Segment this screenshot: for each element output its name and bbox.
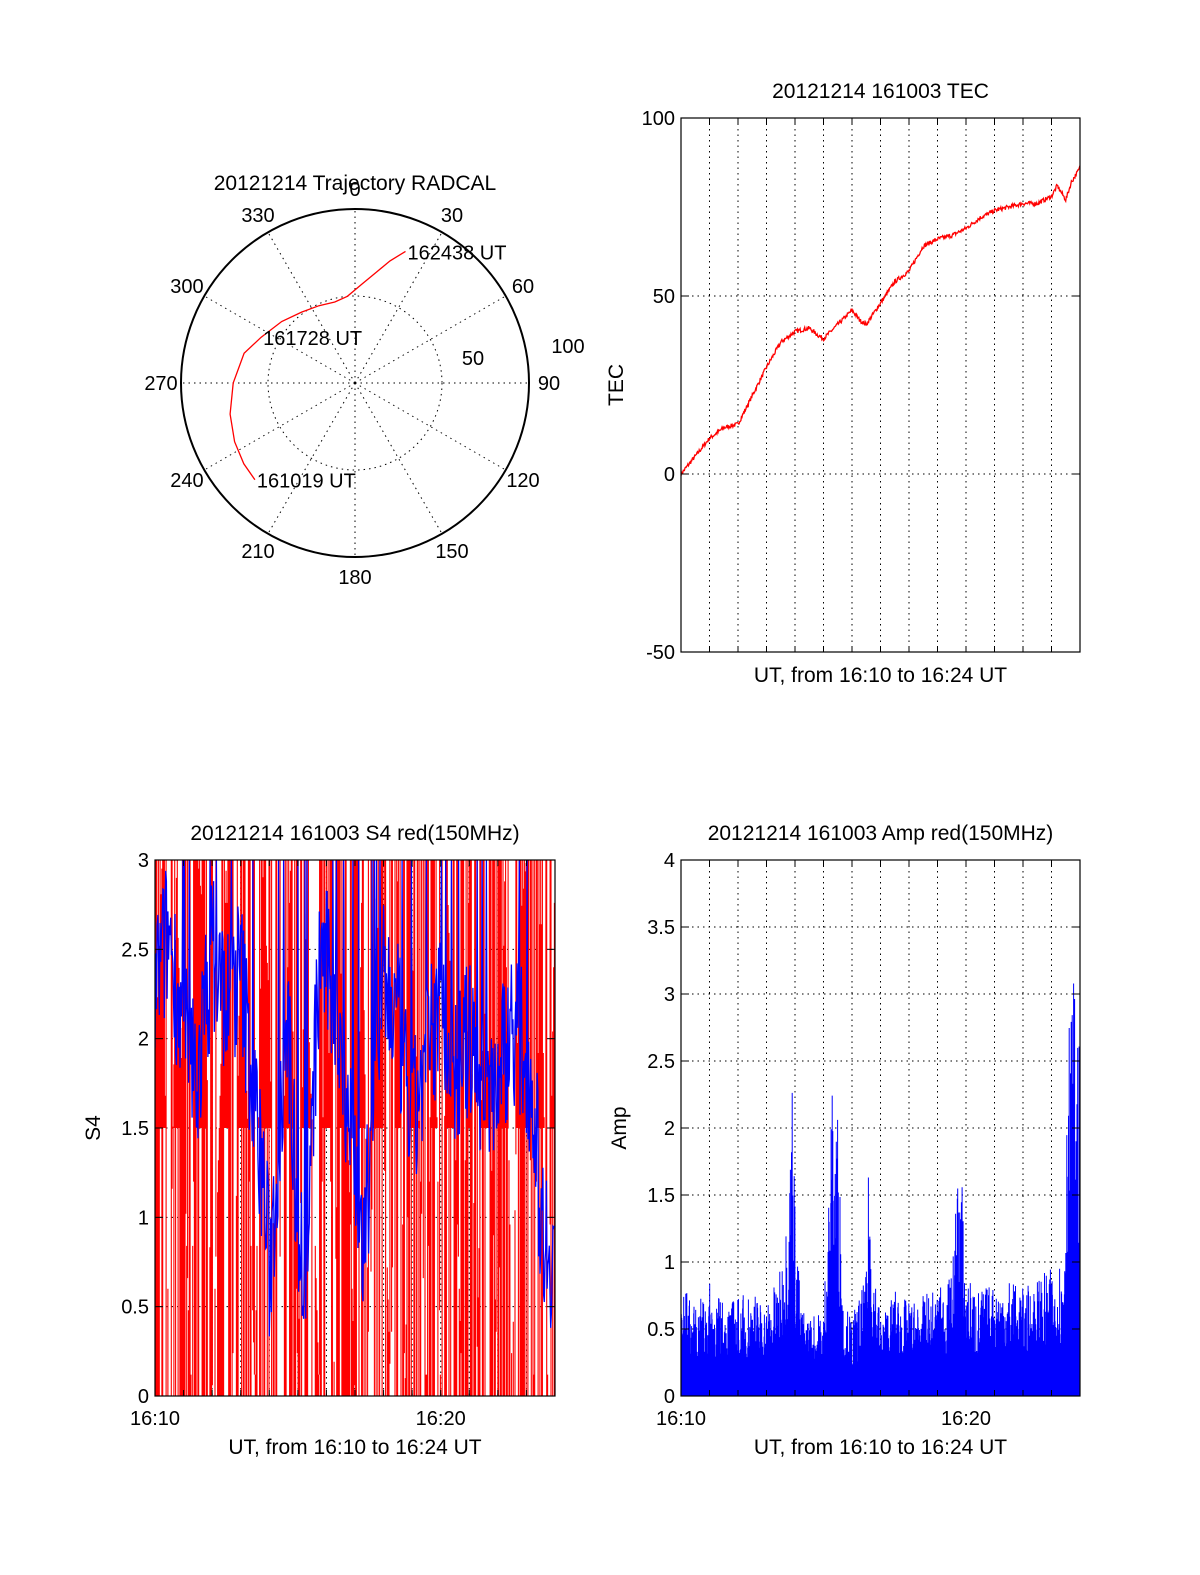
outer-ring	[180, 208, 530, 558]
y-tick-label: 1	[138, 1207, 149, 1229]
y-tick-label: 4	[664, 850, 675, 872]
chart-title: 20121214 161003 Amp red(150MHz)	[708, 822, 1054, 845]
y-tick-label: 3	[138, 850, 149, 872]
y-tick-label: 2	[138, 1029, 149, 1051]
y-axis-label: Amp	[608, 1106, 631, 1149]
trajectory-annotation: 161019 UT	[257, 471, 356, 493]
y-tick-label: 1	[664, 1252, 675, 1274]
grid-spoke	[354, 232, 443, 384]
plot-frame	[680, 117, 1081, 653]
angle-tick-label: 180	[338, 567, 371, 589]
angle-tick-label: 330	[241, 205, 274, 227]
y-tick-label: 0.5	[647, 1319, 675, 1341]
s4-chart: 20121214 161003 S4 red(150MHz) 0 0.5 1 1.5 2 2…	[82, 822, 556, 1459]
grid-spoke	[267, 382, 356, 534]
y-tick-label: 2.5	[121, 939, 149, 961]
y-tick-label: 0	[138, 1386, 149, 1408]
y-tick-label: -50	[646, 642, 675, 664]
amp-chart: 20121214 161003 Amp red(150MHz) 0 0.5 1 1.5 2…	[608, 822, 1081, 1459]
angle-tick-label: 210	[241, 541, 274, 563]
x-axis-label: UT, from 16:10 to 16:24 UT	[754, 1436, 1007, 1459]
x-axis-label: UT, from 16:10 to 16:24 UT	[228, 1436, 481, 1459]
tec-line	[681, 165, 1080, 477]
trajectory-annotation: 162438 UT	[408, 242, 507, 264]
y-axis-label: S4	[82, 1115, 105, 1141]
x-tick-label: 16:20	[416, 1408, 466, 1430]
angle-tick-label: 150	[435, 541, 468, 563]
chart-title: 20121214 161003 TEC	[772, 80, 989, 103]
plot-area	[681, 983, 1080, 1396]
grid-spoke	[204, 382, 356, 471]
angle-tick-label: 60	[512, 276, 534, 298]
x-tick-label: 16:10	[656, 1408, 706, 1430]
y-tick-label: 2.5	[647, 1051, 675, 1073]
grid-spoke	[354, 382, 443, 534]
trajectory-annotation: 161728 UT	[263, 328, 362, 350]
angle-tick-label: 240	[170, 470, 203, 492]
grid-spoke	[204, 295, 356, 384]
plot-frame	[680, 859, 1081, 1397]
y-tick-label: 1.5	[647, 1185, 675, 1207]
chart-title: 20121214 161003 S4 red(150MHz)	[190, 822, 519, 845]
y-axis-label: TEC	[605, 364, 628, 406]
y-tick-label: 0	[664, 1386, 675, 1408]
y-tick-label: 0	[664, 464, 675, 486]
angle-tick-label: 0	[349, 179, 360, 201]
radius-tick-label: 50	[462, 348, 484, 370]
amp-series	[681, 983, 1080, 1396]
y-tick-label: 100	[642, 108, 675, 130]
chart-title: 20121214 Trajectory RADCAL	[214, 172, 497, 195]
x-axis-label: UT, from 16:10 to 16:24 UT	[754, 664, 1007, 687]
angle-tick-label: 90	[538, 373, 560, 395]
grid-spoke	[267, 232, 356, 384]
grid-ring	[267, 295, 443, 471]
plot-area	[155, 860, 555, 1396]
x-tick-label: 16:10	[130, 1408, 180, 1430]
y-tick-label: 50	[653, 286, 675, 308]
angle-tick-label: 30	[441, 205, 463, 227]
angle-tick-label: 300	[170, 276, 203, 298]
s4-blue-series	[155, 860, 555, 1337]
x-tick-label: 16:20	[941, 1408, 991, 1430]
y-tick-label: 3	[664, 984, 675, 1006]
tec-chart: 20121214 161003 TEC -50 0 50 100 UT, from 16:…	[605, 80, 1081, 687]
trajectory-line	[229, 250, 406, 481]
y-tick-label: 1.5	[121, 1118, 149, 1140]
y-tick-label: 0.5	[121, 1297, 149, 1319]
plot-area	[681, 165, 1080, 477]
grid-spoke	[354, 382, 506, 471]
angle-tick-label: 120	[506, 470, 539, 492]
radius-tick-label: 100	[551, 336, 584, 358]
y-tick-label: 2	[664, 1118, 675, 1140]
y-tick-label: 3.5	[647, 917, 675, 939]
plot-frame	[154, 859, 556, 1397]
grid-spoke	[354, 295, 506, 384]
angle-tick-label: 270	[144, 373, 177, 395]
